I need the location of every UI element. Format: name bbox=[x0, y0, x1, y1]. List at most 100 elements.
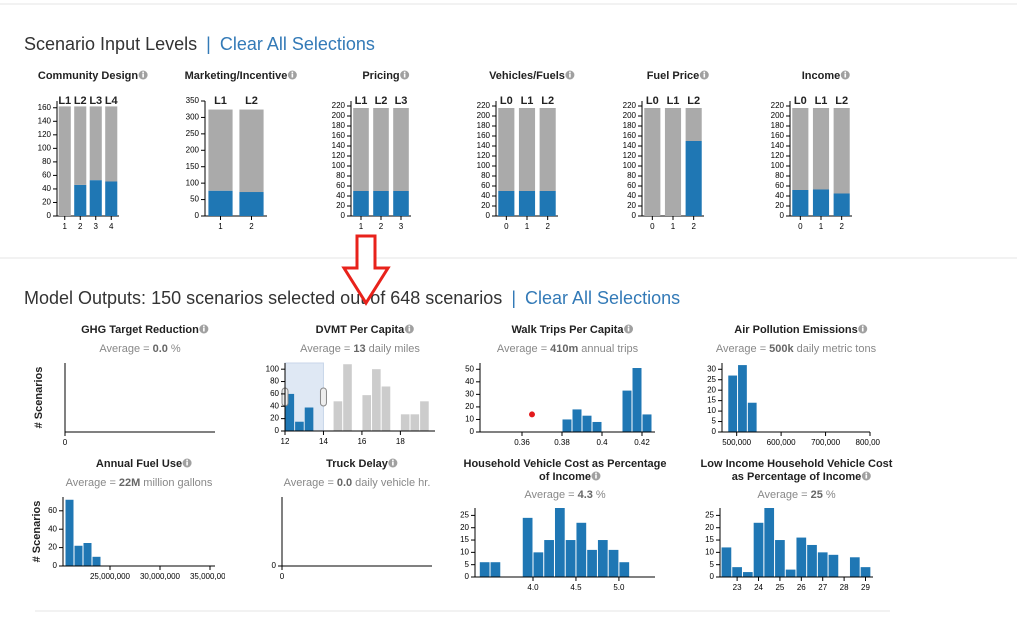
bar-segment bbox=[89, 180, 102, 216]
clear-selections-link[interactable]: Clear All Selections bbox=[525, 288, 680, 308]
y-tick-label: 0 bbox=[470, 427, 475, 436]
annotation-arrow bbox=[341, 234, 391, 306]
histogram-bar bbox=[92, 556, 101, 566]
y-tick-label: 0 bbox=[272, 561, 277, 570]
bar-segment bbox=[353, 191, 369, 216]
separator: | bbox=[206, 34, 211, 54]
info-icon-glyph bbox=[865, 472, 868, 474]
bar-segment bbox=[74, 184, 87, 216]
category-label: L4 bbox=[105, 95, 119, 107]
y-tick-label: 40 bbox=[481, 191, 490, 200]
y-tick-label: 20 bbox=[705, 523, 714, 532]
histogram-bar bbox=[796, 537, 807, 577]
category-label: L1 bbox=[667, 95, 680, 107]
chart: GHG Target Reduction Average = 0.0 % # Scena… bbox=[33, 324, 215, 447]
chart: Vehicles/Fuels02040608010012014016018020… bbox=[477, 70, 575, 231]
x-tick-label: 0 bbox=[280, 572, 285, 581]
x-tick-label: 1 bbox=[819, 222, 824, 231]
y-tick-label: 10 bbox=[460, 547, 469, 556]
x-tick-label: 16 bbox=[357, 437, 366, 446]
bar-segment bbox=[58, 106, 71, 216]
y-tick-label: 5 bbox=[465, 560, 470, 569]
chart-title: Pricing bbox=[362, 70, 399, 82]
average-prefix: Average = bbox=[99, 343, 149, 355]
x-tick-label: 0.42 bbox=[634, 438, 650, 447]
average-prefix: Average = bbox=[757, 489, 807, 501]
y-tick-label: 140 bbox=[623, 141, 637, 150]
average-unit: daily miles bbox=[369, 343, 421, 355]
bar-segment bbox=[373, 191, 389, 216]
y-tick-label: 15 bbox=[705, 535, 714, 544]
y-tick-label: 80 bbox=[481, 171, 490, 180]
bar-segment bbox=[518, 108, 536, 191]
clear-selections-link[interactable]: Clear All Selections bbox=[220, 34, 375, 54]
x-tick-labels: 4.0 4.5 5.0 bbox=[527, 583, 625, 592]
y-tick-label: 80 bbox=[336, 171, 345, 180]
bar-segment bbox=[812, 108, 830, 190]
x-tick-label: 5.0 bbox=[613, 583, 625, 592]
y-tick-label: 250 bbox=[186, 129, 200, 138]
y-tick-label: 220 bbox=[771, 101, 785, 110]
x-tick-label: 0.36 bbox=[514, 438, 530, 447]
average-unit: million gallons bbox=[143, 477, 213, 489]
average-prefix: Average = bbox=[66, 477, 116, 489]
x-tick-label: 4.0 bbox=[527, 583, 539, 592]
category-label: L1 bbox=[58, 95, 71, 107]
x-tick-labels: 0 bbox=[63, 438, 68, 447]
category-label: L3 bbox=[395, 95, 408, 107]
bar-segment bbox=[539, 108, 556, 191]
y-axis-label: # Scenarios bbox=[31, 501, 43, 563]
y-tick-label: 160 bbox=[332, 131, 346, 140]
histogram-bar bbox=[343, 364, 352, 431]
y-tick-label: 100 bbox=[477, 161, 491, 170]
info-icon-glyph bbox=[142, 71, 144, 73]
average-unit: % bbox=[171, 343, 181, 355]
y-tick-label: 300 bbox=[186, 113, 200, 122]
histogram-bar bbox=[372, 369, 381, 431]
info-icon-glyph bbox=[703, 71, 706, 73]
chart-title: Income bbox=[802, 70, 841, 82]
average-value: 4.3 bbox=[578, 489, 593, 501]
y-tick-label: 40 bbox=[465, 377, 474, 386]
x-tick-labels: 12 14 16 18 bbox=[281, 437, 406, 446]
info-icon-glyph bbox=[595, 474, 597, 479]
y-tick-label: 120 bbox=[477, 151, 491, 160]
y-tick-label: 80 bbox=[775, 171, 784, 180]
y-tick-label: 120 bbox=[38, 130, 52, 139]
y-tick-label: 0 bbox=[195, 211, 200, 220]
y-tick-label: 150 bbox=[186, 162, 200, 171]
chart-title: Household Vehicle Cost as Percentage bbox=[464, 458, 667, 470]
chart-title: Truck Delay bbox=[326, 458, 389, 470]
y-tick-label: 40 bbox=[42, 184, 51, 193]
info-icon-glyph bbox=[569, 71, 571, 73]
charts: Community Design020406080100120140160L11… bbox=[31, 70, 893, 592]
y-tick-label: 220 bbox=[623, 101, 637, 110]
y-tick-label: 15 bbox=[460, 535, 469, 544]
chart: Community Design 0 20 40 60 80 100 120 140 160 L1 1… bbox=[38, 70, 148, 231]
section-heading: Scenario Input Levels | Clear All Select… bbox=[24, 34, 375, 54]
chart: Annual Fuel Use Average = 22M million gallo… bbox=[31, 458, 225, 581]
y-tick-label: 10 bbox=[707, 406, 716, 415]
y-tick-label: 0 bbox=[712, 427, 717, 436]
y-tick-label: 100 bbox=[623, 161, 637, 170]
histogram-bar bbox=[732, 567, 742, 577]
average-value: 22M bbox=[119, 477, 140, 489]
y-tick-label: 20 bbox=[48, 543, 57, 552]
y-tick-label: 140 bbox=[332, 141, 346, 150]
histogram-bar bbox=[860, 567, 871, 577]
histogram-bar bbox=[721, 547, 732, 577]
y-tick-label: 5 bbox=[712, 417, 717, 426]
y-tick-label: 60 bbox=[42, 171, 51, 180]
info-icon-glyph bbox=[627, 325, 630, 327]
bar-segment bbox=[105, 106, 118, 182]
x-tick-label: 1 bbox=[63, 222, 68, 231]
bar-segment bbox=[105, 181, 118, 216]
average: Average = 410m annual trips bbox=[497, 343, 639, 355]
y-axis-label: # Scenarios bbox=[33, 367, 45, 429]
chart-title: of Income bbox=[539, 471, 591, 483]
y-tick-label: 80 bbox=[42, 157, 51, 166]
y-tick-label: 80 bbox=[627, 171, 636, 180]
